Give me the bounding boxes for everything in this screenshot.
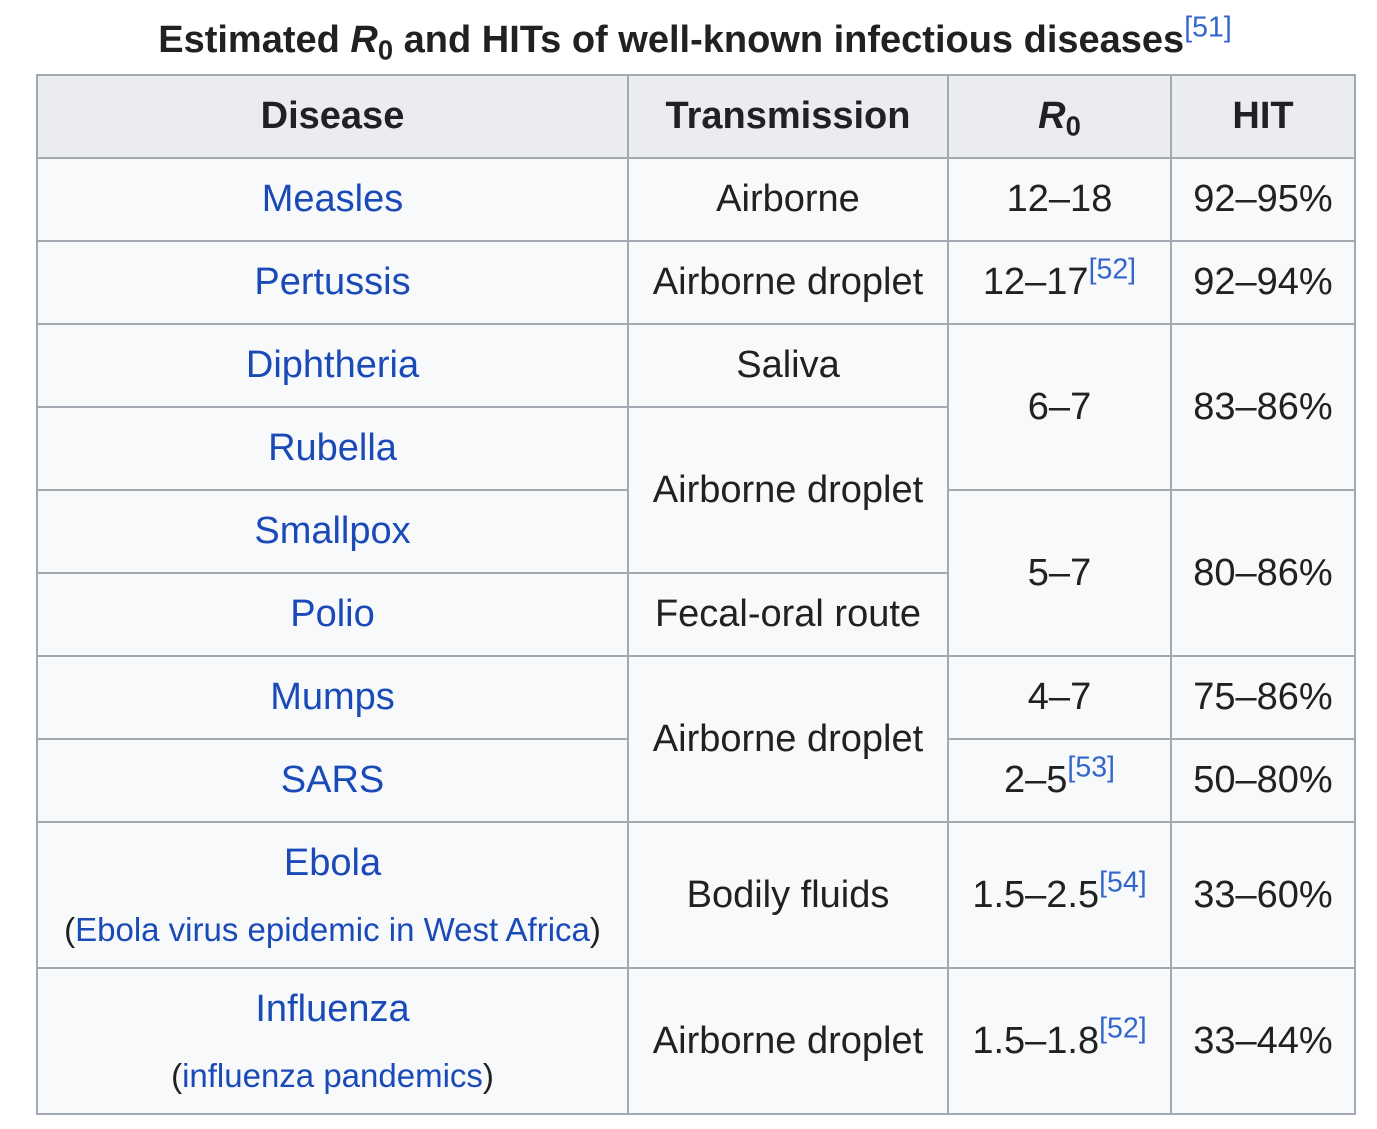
caption-citation-link[interactable]: [51] xyxy=(1184,11,1232,44)
table-row: Rubella Airborne droplet xyxy=(36,406,1355,574)
table-row: Ebola (Ebola virus epidemic in West Afri… xyxy=(36,821,1356,969)
disease-cell: Measles xyxy=(36,157,629,242)
r0-value: 12–17 xyxy=(982,261,1089,303)
disease-cell: Pertussis xyxy=(36,240,629,325)
table-row: Measles Airborne 12–18 92–95% xyxy=(36,157,1356,242)
hit-cell: 50–80% xyxy=(1170,738,1356,823)
disease-link-ebola[interactable]: Ebola xyxy=(283,841,382,884)
hit-cell: 80–86% xyxy=(1170,489,1356,657)
table-row: Polio Fecal-oral route xyxy=(36,572,1355,657)
r0-value: 1.5–2.5 xyxy=(972,873,1100,916)
citation-link[interactable]: [54] xyxy=(1099,865,1147,898)
citation-link[interactable]: [52] xyxy=(1088,253,1137,286)
caption-r-symbol: R xyxy=(350,19,378,61)
table-row: Smallpox 5–7 80–86% xyxy=(36,489,1356,657)
disease-cell: Ebola (Ebola virus epidemic in West Afri… xyxy=(36,821,629,969)
table-row: Pertussis Airborne droplet 12–17[52] 92–… xyxy=(36,240,1356,325)
header-r0[interactable]: R0 xyxy=(947,74,1172,159)
transmission-cell: Airborne droplet xyxy=(627,967,949,1115)
disease-table: Disease Transmission R0 HIT Measles Airb… xyxy=(36,74,1356,1115)
r0-cell: 12–17[52] xyxy=(947,240,1172,325)
hit-cell: 75–86% xyxy=(1170,655,1356,740)
table-row: Diphtheria Saliva 6–7 83–86% xyxy=(36,323,1356,491)
r0-cell: 6–7 xyxy=(947,323,1172,491)
note-link-influenza-pandemics[interactable]: influenza pandemics xyxy=(182,1056,483,1094)
citation-link[interactable]: [52] xyxy=(1099,1011,1147,1044)
disease-cell: Influenza (influenza pandemics) xyxy=(36,967,629,1115)
disease-link-influenza[interactable]: Influenza xyxy=(255,987,410,1030)
hit-cell: 92–94% xyxy=(1170,240,1356,325)
disease-link-diphtheria[interactable]: Diphtheria xyxy=(245,344,420,386)
r0-value: 1.5–1.8 xyxy=(972,1019,1100,1062)
header-transmission[interactable]: Transmission xyxy=(627,74,949,159)
disease-cell: Rubella xyxy=(36,406,629,491)
header-r0-symbol: R xyxy=(1038,95,1066,137)
transmission-cell: Airborne droplet xyxy=(627,240,949,325)
header-r0-subscript: 0 xyxy=(1065,110,1081,142)
r0-cell: 2–5[53] xyxy=(947,738,1172,823)
citation-link[interactable]: [53] xyxy=(1067,751,1115,784)
r0-cell: 1.5–2.5[54] xyxy=(947,821,1172,969)
table-row: Influenza (influenza pandemics) Airborne… xyxy=(36,967,1356,1115)
transmission-cell: Saliva xyxy=(627,323,949,408)
disease-note: (Ebola virus epidemic in West Africa) xyxy=(64,910,601,948)
table-caption: Estimated R0 and HITs of well-known infe… xyxy=(36,0,1354,74)
disease-cell: Smallpox xyxy=(36,489,629,574)
caption-text-end: and HITs of well-known infectious diseas… xyxy=(393,19,1185,61)
note-link-ebola-epidemic[interactable]: Ebola virus epidemic in West Africa xyxy=(75,910,590,948)
transmission-cell: Fecal-oral route xyxy=(627,572,949,657)
header-hit[interactable]: HIT xyxy=(1170,74,1356,159)
disease-note: (influenza pandemics) xyxy=(171,1056,494,1094)
caption-citation[interactable]: [51] xyxy=(1184,11,1232,43)
hit-cell: 83–86% xyxy=(1170,323,1356,491)
hit-cell: 92–95% xyxy=(1170,157,1356,242)
r0-cell: 12–18 xyxy=(947,157,1172,242)
disease-link-mumps[interactable]: Mumps xyxy=(270,676,395,718)
r0-cell: 4–7 xyxy=(947,655,1172,740)
table-row: Mumps Airborne droplet 4–7 75–86% xyxy=(36,655,1356,823)
transmission-cell: Airborne xyxy=(627,157,949,242)
disease-cell: Mumps xyxy=(36,655,629,740)
disease-link-polio[interactable]: Polio xyxy=(290,593,375,635)
disease-link-sars[interactable]: SARS xyxy=(280,759,385,801)
disease-cell: Polio xyxy=(36,572,629,657)
disease-link-measles[interactable]: Measles xyxy=(261,178,404,220)
header-disease[interactable]: Disease xyxy=(36,74,629,159)
transmission-cell: Airborne droplet xyxy=(627,655,949,823)
header-row: Disease Transmission R0 HIT xyxy=(36,74,1356,159)
disease-cell: SARS xyxy=(36,738,629,823)
caption-text-start: Estimated xyxy=(158,19,351,61)
disease-link-rubella[interactable]: Rubella xyxy=(268,427,397,469)
transmission-cell: Airborne droplet xyxy=(627,406,949,574)
r0-cell: 1.5–1.8[52] xyxy=(947,967,1172,1115)
disease-link-pertussis[interactable]: Pertussis xyxy=(254,261,411,303)
r0-value: 2–5 xyxy=(1004,759,1068,801)
r0-table-container: Estimated R0 and HITs of well-known infe… xyxy=(36,0,1356,1115)
disease-link-smallpox[interactable]: Smallpox xyxy=(254,510,411,552)
hit-cell: 33–44% xyxy=(1170,967,1356,1115)
hit-cell: 33–60% xyxy=(1170,821,1356,969)
table-row: SARS 2–5[53] 50–80% xyxy=(36,738,1356,823)
transmission-cell: Bodily fluids xyxy=(627,821,949,969)
caption-r-subscript: 0 xyxy=(377,34,394,66)
r0-cell: 5–7 xyxy=(947,489,1172,657)
disease-cell: Diphtheria xyxy=(36,323,629,408)
